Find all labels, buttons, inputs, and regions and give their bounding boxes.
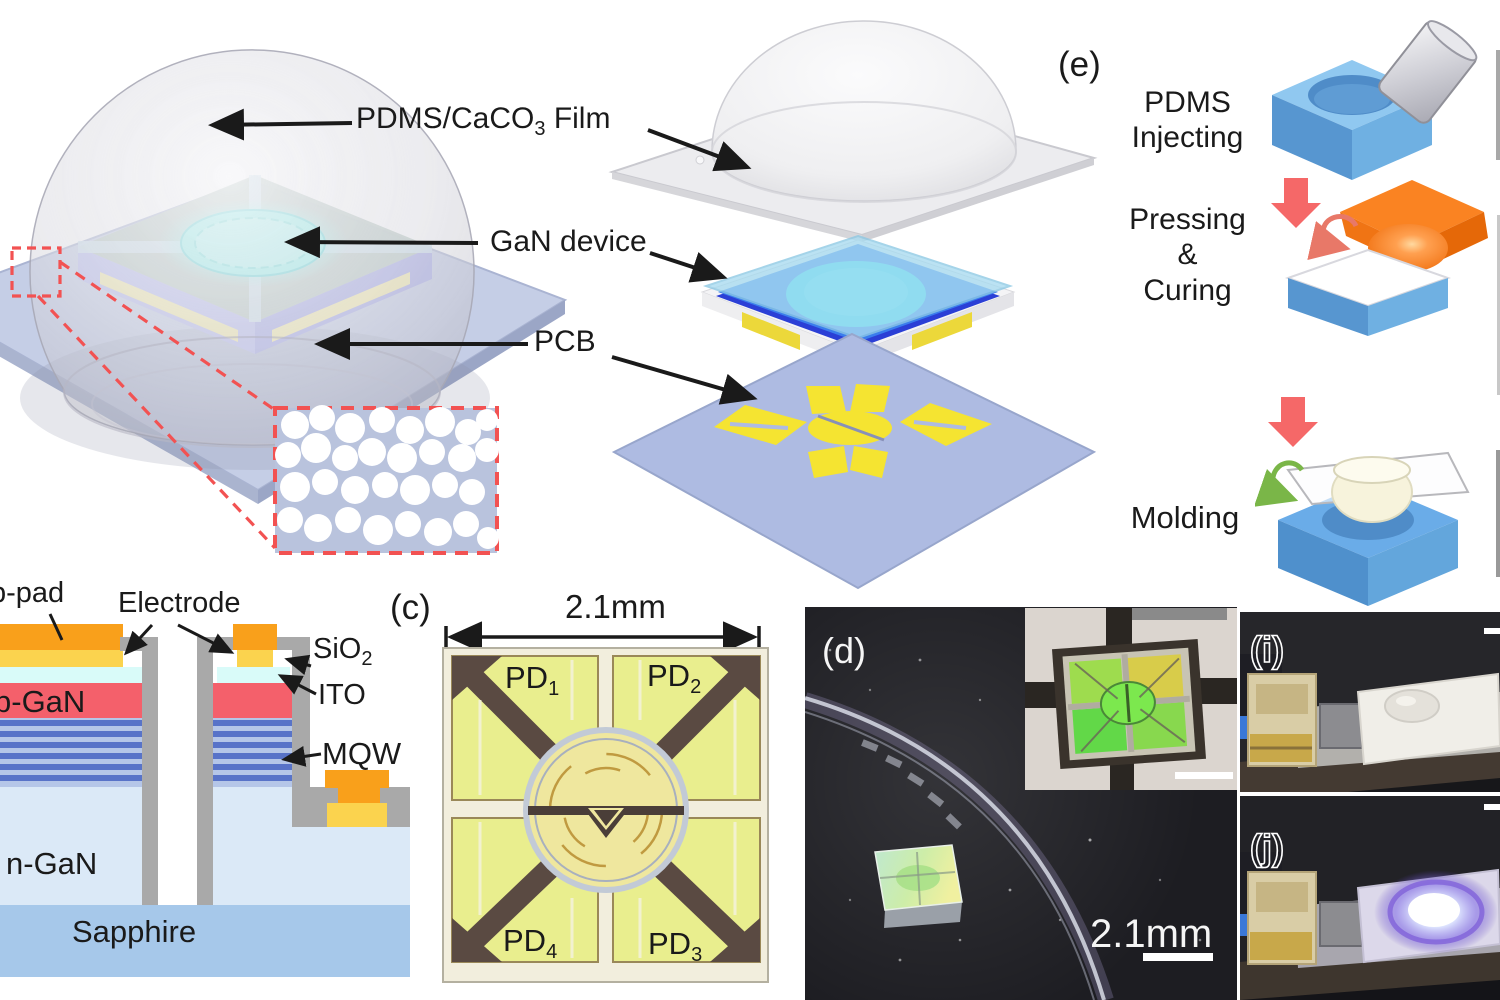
label-pd3: PD3 [648, 926, 703, 967]
top-electrode [233, 624, 277, 667]
left-mesa-stack [0, 624, 152, 787]
label-pd2: PD2 [647, 658, 702, 699]
panel-j-tag: (j) [1250, 827, 1284, 868]
step3-label: Molding [1130, 500, 1240, 535]
panel-e-tag: (e) [1058, 45, 1101, 84]
label-pd1: PD1 [505, 660, 560, 701]
panel-d-photo [805, 607, 1237, 1000]
pdms-injecting-graphic [1272, 20, 1478, 180]
right-mesa-stack [213, 667, 292, 787]
exploded-pdms-film [608, 20, 1098, 242]
panel-i-tag: (i) [1250, 629, 1284, 670]
flow-arrow-1 [1271, 178, 1321, 228]
label-sapphire: Sapphire [72, 914, 197, 949]
flow-arrow-2 [1268, 397, 1318, 447]
label-pd4: PD4 [503, 923, 558, 964]
zoom-region-annotation [10, 246, 277, 550]
label-pcb: PCB [534, 325, 596, 358]
panel-c-micrograph [442, 621, 769, 983]
label-pdms-caco3-film: PDMS/CaCO3 Film [356, 102, 611, 140]
label-p-pad: p-pad [0, 577, 65, 609]
n-electrode [325, 770, 389, 827]
connector-block-j [1247, 871, 1317, 965]
panel-i-photo: (i) [1240, 612, 1500, 792]
exploded-gan-device [700, 234, 1016, 366]
step1-label: PDMS Injecting [1131, 86, 1244, 155]
label-mqw: MQW [322, 736, 402, 771]
pdms-dome [29, 49, 475, 446]
sapphire-layer [0, 905, 410, 977]
label-p-gan: p-GaN [0, 684, 86, 719]
pdms-module-i [1356, 672, 1500, 766]
encapsulated-device-scene [0, 49, 568, 555]
molding-graphic [1255, 451, 1470, 606]
panel-e-graphics [1255, 20, 1488, 606]
pressing-curing-graphic [1284, 180, 1488, 336]
chip-on-coin [874, 844, 963, 928]
panel-c-dimension: 2.1mm [565, 588, 666, 625]
pdms-module-j [1356, 868, 1500, 964]
crop-artifact-bar-2 [1497, 215, 1500, 395]
central-led [523, 727, 689, 893]
callout-arrows [208, 108, 758, 405]
caco3-particle-inset [273, 405, 499, 555]
label-electrode: Electrode [118, 587, 241, 619]
panel-c-tag: (c) [390, 588, 431, 627]
panel-d-inset [1025, 608, 1237, 790]
panel-d-scale-label: 2.1mm [1090, 912, 1213, 956]
step2-label: Pressing & Curing [1129, 203, 1246, 307]
connector-block-i [1247, 673, 1317, 767]
crop-artifact-bar-3 [1496, 450, 1500, 577]
label-ito: ITO [318, 679, 366, 711]
scale-bar-d [1143, 953, 1213, 961]
crop-artifact-bar-1 [1496, 50, 1500, 160]
panel-d-tag: (d) [822, 630, 866, 671]
label-gan-device: GaN device [490, 225, 647, 258]
label-n-gan: n-GaN [6, 846, 98, 881]
cross-section-pointers [48, 613, 322, 767]
label-sio2: SiO2 [313, 633, 373, 670]
scale-bar-j [1484, 804, 1500, 810]
panel-j-photo: (j) [1240, 796, 1500, 1000]
dimension-arrow [444, 621, 761, 653]
scale-bar-i [1484, 628, 1500, 634]
cross-section-diagram [0, 613, 410, 977]
